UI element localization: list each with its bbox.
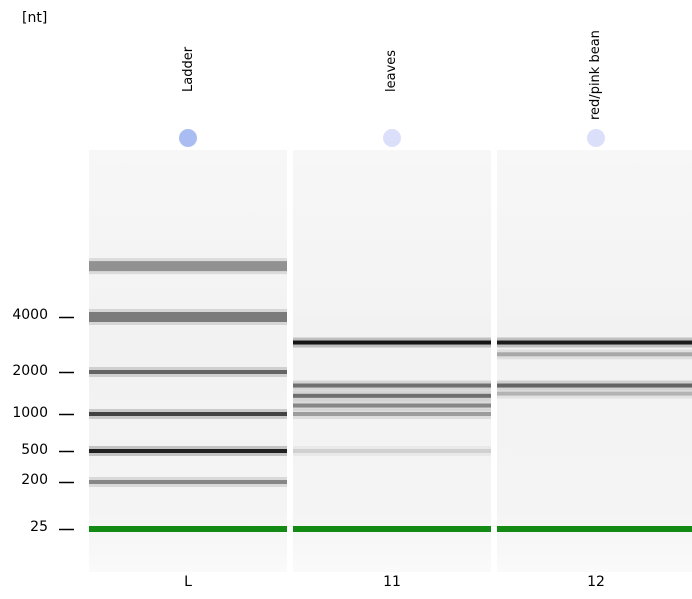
lane-name-ladder: Ladder: [181, 46, 196, 92]
lane-background: [497, 150, 692, 572]
band-1350nt: [293, 393, 491, 398]
band-500nt: [89, 449, 287, 453]
tick-label-2000: 2000: [12, 363, 48, 379]
lane-id-l: L: [184, 574, 192, 590]
lane-11: [293, 129, 491, 572]
tick-label-4000: 4000: [12, 307, 48, 323]
lane-dot-12: [587, 129, 605, 147]
band-4000nt: [89, 312, 287, 322]
marker-band: [497, 526, 692, 532]
band-500nt: [293, 449, 491, 453]
lane-name-red-pink-bean: red/pink bean: [588, 30, 603, 120]
lane-dot-11: [383, 129, 401, 147]
lane-l: [89, 129, 287, 572]
marker-band: [89, 526, 287, 532]
lane-dot-l: [179, 129, 197, 147]
band-6000nt: [89, 261, 287, 272]
tick-label-200: 200: [21, 472, 48, 488]
tick-label-25: 25: [30, 519, 48, 535]
band-2500nt: [497, 352, 692, 357]
band-1000nt: [89, 412, 287, 416]
lane-id-11: 11: [383, 574, 401, 590]
band-2900nt: [293, 340, 491, 345]
lane-id-12: 12: [587, 574, 605, 590]
lane-background: [89, 150, 287, 572]
band-200nt: [89, 480, 287, 484]
band-2000nt: [89, 370, 287, 374]
tick-label-500: 500: [21, 442, 48, 458]
band-2900nt: [497, 340, 692, 345]
band-1150nt: [293, 403, 491, 408]
band-1600nt: [497, 383, 692, 388]
lane-name-leaves: leaves: [384, 49, 399, 92]
unit-label: [nt]: [22, 10, 48, 26]
lane-12: [497, 129, 692, 572]
marker-band: [293, 526, 491, 532]
band-1000nt: [293, 412, 491, 416]
lane-background: [293, 150, 491, 572]
tick-label-1000: 1000: [12, 405, 48, 421]
band-1400nt: [497, 391, 692, 396]
band-1600nt: [293, 383, 491, 388]
